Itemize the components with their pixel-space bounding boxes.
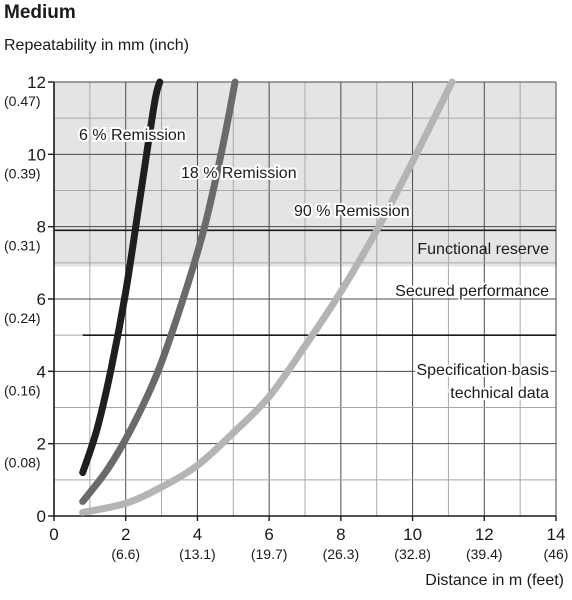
x-tick-label: 8 <box>336 525 345 544</box>
x-tick-label: 12 <box>475 525 494 544</box>
x-tick-sublabel: (6.6) <box>111 546 140 562</box>
y-tick-label: 12 <box>27 73 46 92</box>
annotation-secured-performance: Secured performance <box>395 283 549 300</box>
y-tick-sublabel: (0.16) <box>4 382 41 398</box>
chart-title: Medium <box>4 2 76 23</box>
x-axis-title: Distance in m (feet) <box>425 572 564 589</box>
y-tick-label: 10 <box>27 145 46 164</box>
series-label-1: 6 % Remission <box>79 127 186 144</box>
region-label-functional-reserve: Functional reserve <box>417 241 549 258</box>
x-tick-sublabel: (13.1) <box>179 546 216 562</box>
y-tick-label: 6 <box>37 290 46 309</box>
series-line-3 <box>79 78 456 516</box>
y-tick-sublabel: (0.24) <box>4 310 41 326</box>
annotation-spec-basis-2: technical data <box>450 385 549 402</box>
series-line-1 <box>79 78 164 477</box>
x-tick-label: 0 <box>49 525 58 544</box>
y-tick-sublabel: (0.47) <box>4 93 41 109</box>
x-tick-sublabel: (19.7) <box>251 546 288 562</box>
x-tick-label: 14 <box>547 525 566 544</box>
y-tick-label: 8 <box>37 218 46 237</box>
y-tick-label: 0 <box>37 507 46 526</box>
x-tick-sublabel: (32.8) <box>394 546 431 562</box>
x-tick-label: 6 <box>264 525 273 544</box>
y-tick-label: 2 <box>37 435 46 454</box>
y-tick-sublabel: (0.31) <box>4 238 41 254</box>
x-tick-label: 2 <box>121 525 130 544</box>
x-tick-sublabel: (39.4) <box>466 546 503 562</box>
y-tick-sublabel: (0.39) <box>4 165 41 181</box>
x-tick-sublabel: (46) <box>544 546 569 562</box>
annotations-layer: 6 % Remission 18 % Remission 90 % Remissio… <box>77 125 551 404</box>
x-tick-sublabel: (26.3) <box>323 546 360 562</box>
y-axis-title: Repeatability in mm (inch) <box>4 37 189 54</box>
series-line-2 <box>79 78 239 506</box>
grid-layer <box>54 81 557 516</box>
axes-layer: 0 2 (6.6) 4 (13.1) 6 (19.7) 8 (26.3) 10 (32.8) 12 (3… <box>4 73 568 562</box>
x-tick-label: 10 <box>403 525 422 544</box>
series-layer <box>79 78 456 516</box>
y-tick-label: 4 <box>37 362 46 381</box>
x-tick-label: 4 <box>193 525 202 544</box>
series-label-3: 90 % Remission <box>294 203 410 220</box>
annotation-spec-basis-1: Specification basis <box>416 362 549 379</box>
series-label-2: 18 % Remission <box>181 165 297 182</box>
y-tick-sublabel: (0.08) <box>4 455 41 471</box>
